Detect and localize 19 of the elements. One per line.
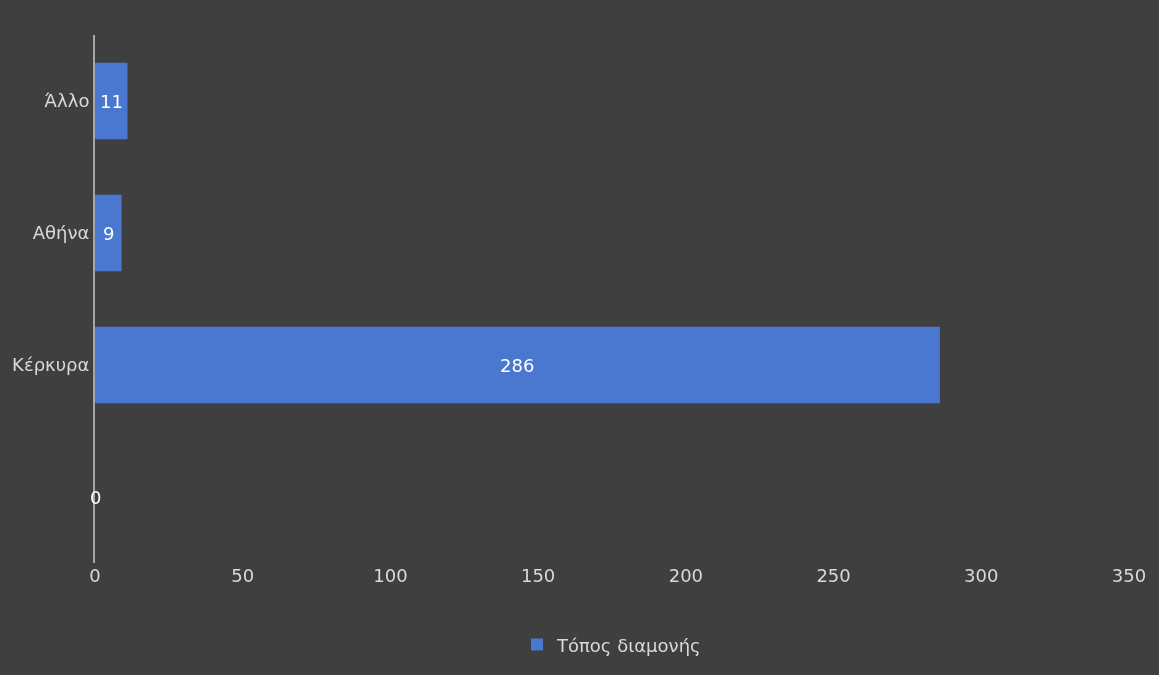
x-tick-label: 350 xyxy=(1111,565,1147,586)
data-label: 9 xyxy=(103,223,115,244)
y-tick-label: Άλλο xyxy=(44,90,90,112)
data-label: 11 xyxy=(100,91,123,112)
legend-label: Τόπος διαμονής xyxy=(556,634,701,656)
data-label: 286 xyxy=(500,355,535,376)
x-tick-label: 200 xyxy=(668,565,704,586)
x-tick-label: 300 xyxy=(964,565,999,586)
x-tick-label: 100 xyxy=(373,565,408,586)
x-tick-label: 0 xyxy=(89,565,101,586)
x-tick-label: 50 xyxy=(231,565,255,586)
bar xyxy=(95,326,940,404)
y-tick-label: Κέρκυρα xyxy=(12,354,90,376)
y-tick-label: Αθήνα xyxy=(32,222,90,244)
x-tick-label: 250 xyxy=(816,565,851,586)
bar xyxy=(95,62,128,140)
x-tick-label: 150 xyxy=(520,565,556,586)
data-label: 0 xyxy=(90,487,102,508)
bar xyxy=(95,194,122,272)
